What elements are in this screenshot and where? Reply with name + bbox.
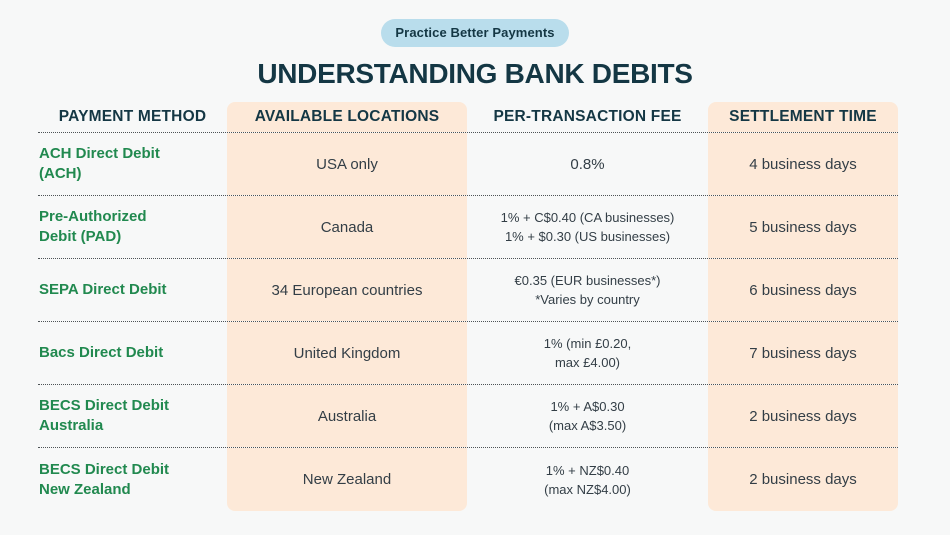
payment-method-cell: BECS Direct Debit Australia (39, 397, 170, 434)
payment-method-cell: SEPA Direct Debit (39, 281, 167, 298)
payment-method-cell: Bacs Direct Debit (39, 344, 164, 361)
brand-badge: Practice Better Payments (381, 19, 569, 47)
fee-cell: 1% (min £0.20, max £4.00) (543, 336, 632, 370)
settlement-cell: 2 business days (708, 448, 898, 511)
locations-cell: United Kingdom (227, 322, 467, 384)
header-available-locations: AVAILABLE LOCATIONS (227, 102, 467, 132)
table-row: Pre-Authorized Debit (PAD) Canada 1% + C$… (38, 196, 898, 259)
fee-cell: 0.8% (570, 155, 605, 173)
bank-debits-table: PAYMENT METHOD AVAILABLE LOCATIONS PER-T… (38, 102, 898, 511)
locations-cell: New Zealand (227, 448, 467, 511)
payment-method-cell: Pre-Authorized Debit (PAD) (39, 208, 147, 245)
settlement-cell: 4 business days (708, 133, 898, 195)
fee-cell: 1% + NZ$0.40 (max NZ$4.00) (544, 462, 631, 497)
header-settlement-time: SETTLEMENT TIME (708, 102, 898, 132)
settlement-cell: 5 business days (708, 196, 898, 258)
table-row: Bacs Direct Debit United Kingdom 1% (min… (38, 322, 898, 385)
locations-cell: USA only (227, 133, 467, 195)
header-per-transaction-fee: PER-TRANSACTION FEE (493, 108, 682, 125)
settlement-cell: 2 business days (708, 385, 898, 447)
settlement-cell: 6 business days (708, 259, 898, 321)
fee-cell: €0.35 (EUR businesses*) *Varies by countr… (514, 273, 661, 307)
table-header-row: PAYMENT METHOD AVAILABLE LOCATIONS PER-T… (38, 102, 898, 133)
table-row: BECS Direct Debit New Zealand New Zealand… (38, 448, 898, 511)
table-body: ACH Direct Debit (ACH) USA only 0.8% 4 bu… (38, 133, 898, 511)
payment-method-cell: ACH Direct Debit (ACH) (39, 145, 160, 182)
fee-cell: 1% + C$0.40 (CA businesses) 1% + $0.30 (U… (500, 210, 675, 244)
table-row: SEPA Direct Debit 34 European countries … (38, 259, 898, 322)
settlement-cell: 7 business days (708, 322, 898, 384)
locations-cell: Australia (227, 385, 467, 447)
page-title: UNDERSTANDING BANK DEBITS (257, 58, 693, 89)
header-payment-method: PAYMENT METHOD (58, 108, 207, 125)
locations-cell: 34 European countries (227, 259, 467, 321)
table-row: BECS Direct Debit Australia Australia 1% … (38, 385, 898, 448)
table-row: ACH Direct Debit (ACH) USA only 0.8% 4 bu… (38, 133, 898, 196)
payment-method-cell: BECS Direct Debit New Zealand (39, 460, 170, 498)
fee-cell: 1% + A$0.30 (max A$3.50) (548, 399, 627, 433)
locations-cell: Canada (227, 196, 467, 258)
